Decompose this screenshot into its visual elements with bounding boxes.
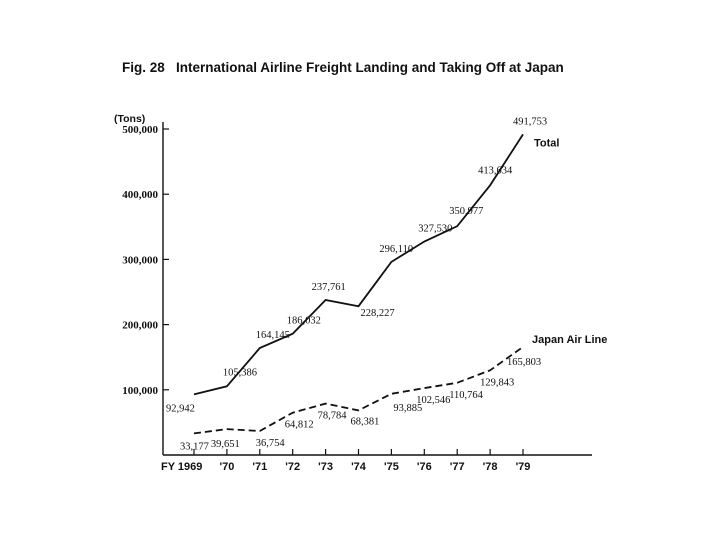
- ticks: 100,000 200,000 300,000 400,000 500,000 FY 19…: [122, 124, 530, 473]
- y-tick-label: 500,000: [122, 124, 158, 136]
- data-label: 413,634: [478, 165, 513, 176]
- data-label: 164,145: [256, 330, 290, 341]
- data-label: 491,753: [513, 116, 547, 127]
- x-tick-label: '79: [516, 461, 531, 473]
- data-label: 350,977: [449, 206, 483, 217]
- x-tick-label: '72: [285, 461, 300, 473]
- jal-series-line: [193, 346, 524, 435]
- data-labels: 92,942 105,386 164,145 186,032 237,761 228,22…: [166, 116, 607, 452]
- data-label: 93,885: [393, 403, 422, 414]
- data-label: 64,812: [285, 420, 314, 431]
- data-label: 36,754: [256, 438, 286, 449]
- x-tick-label: FY 1969: [161, 461, 202, 473]
- y-tick-label: 200,000: [122, 320, 158, 332]
- x-tick-label: '78: [483, 461, 498, 473]
- data-label: 296,110: [379, 244, 413, 255]
- x-tick-label: '73: [318, 461, 333, 473]
- data-label: 228,227: [361, 308, 395, 319]
- data-label: 68,381: [351, 416, 380, 427]
- series-lines: [193, 133, 524, 435]
- data-label: 237,761: [312, 282, 346, 293]
- data-label: 39,651: [211, 439, 240, 450]
- data-label: 102,546: [416, 395, 450, 406]
- data-label: 92,942: [166, 403, 195, 414]
- data-label: 110,764: [449, 390, 483, 401]
- series-name-jal: Japan Air Line: [532, 334, 607, 346]
- total-series-line: [193, 133, 524, 396]
- y-tick-label: 300,000: [122, 254, 158, 266]
- data-label: 327,530: [418, 223, 452, 234]
- x-tick-label: '70: [219, 461, 234, 473]
- data-label: 105,386: [223, 367, 257, 378]
- x-tick-label: '71: [252, 461, 267, 473]
- series-name-total: Total: [534, 137, 559, 149]
- axes: [162, 122, 592, 456]
- data-label: 78,784: [318, 411, 348, 422]
- data-label: 186,032: [287, 316, 321, 327]
- y-tick-label: 400,000: [122, 189, 158, 201]
- x-tick-label: '77: [450, 461, 465, 473]
- x-tick-label: '74: [351, 461, 367, 473]
- data-label: 33,177: [180, 441, 209, 452]
- x-tick-label: '76: [417, 461, 432, 473]
- y-tick-label: 100,000: [122, 385, 158, 397]
- data-label: 165,803: [507, 357, 541, 368]
- y-axis-unit-label: (Tons): [114, 113, 145, 125]
- data-label: 129,843: [480, 377, 514, 388]
- chart-title: Fig. 28 International Airline Freight La…: [122, 60, 564, 75]
- x-tick-label: '75: [384, 461, 399, 473]
